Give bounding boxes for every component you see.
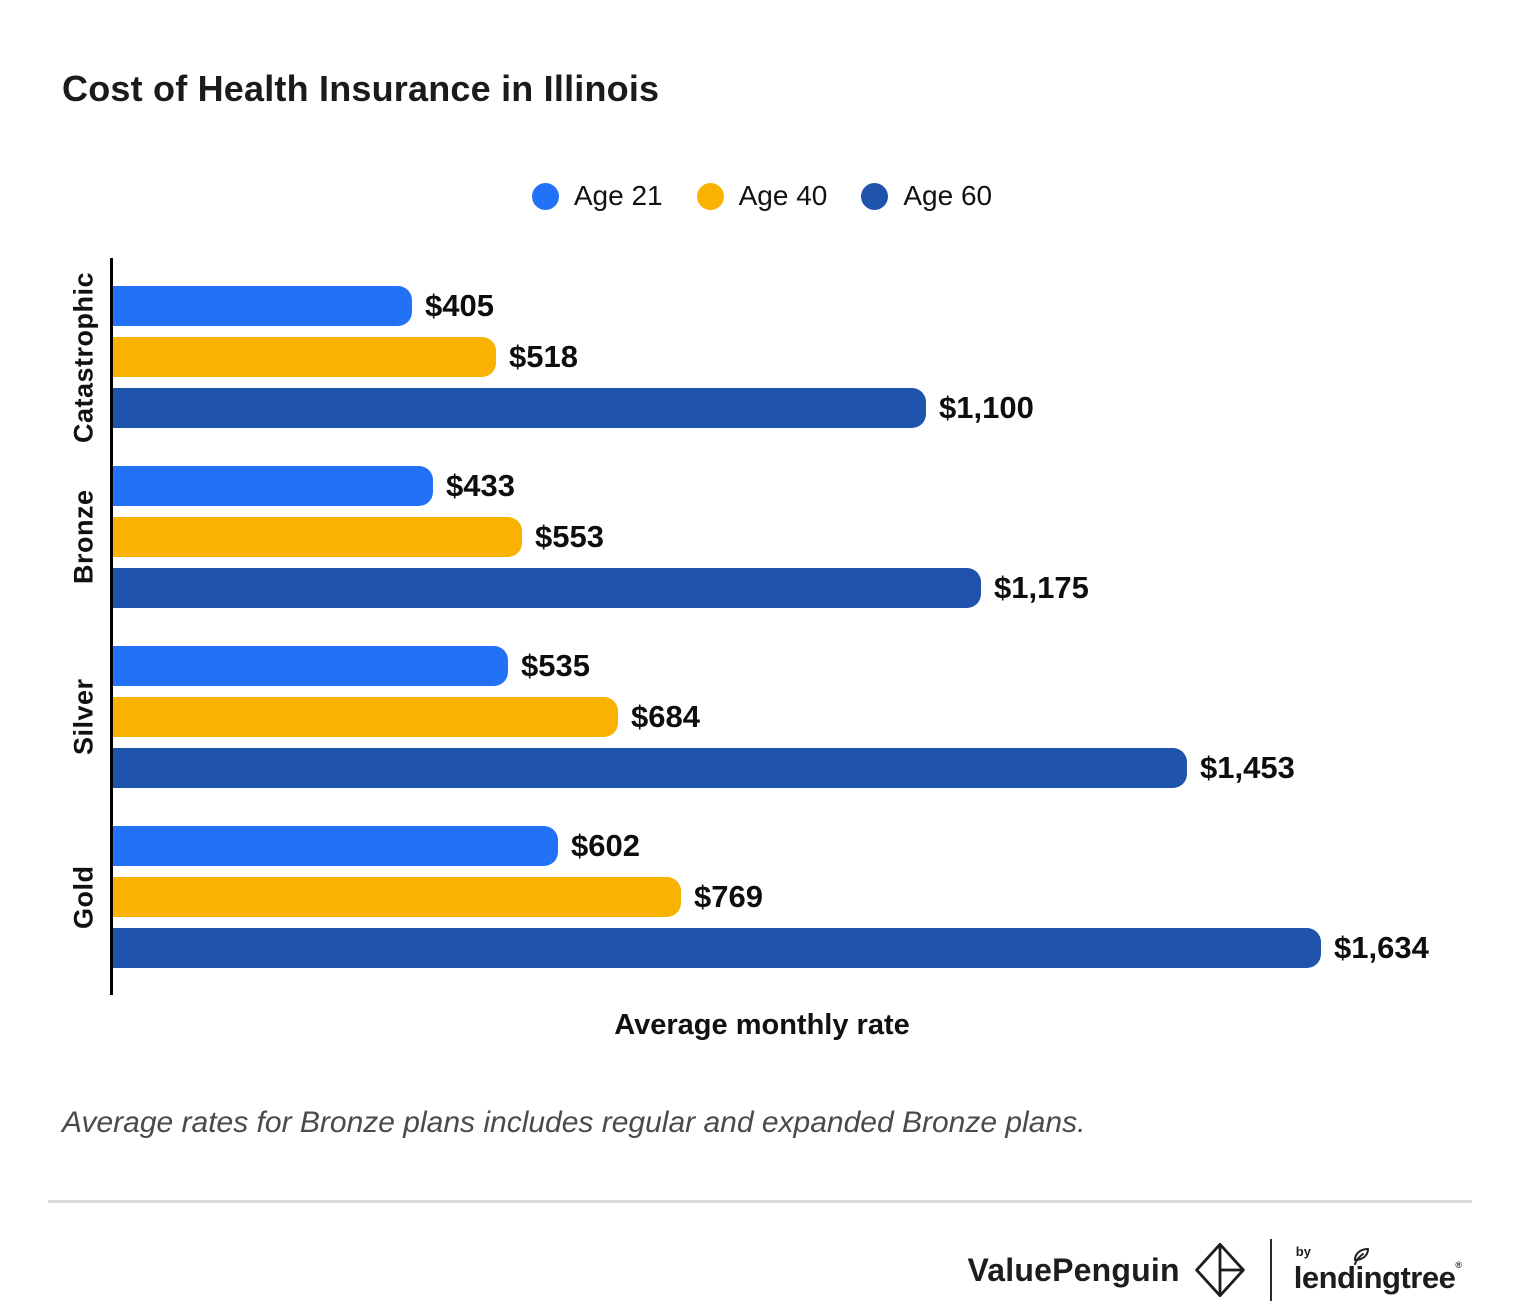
bar-row: $535 xyxy=(113,646,1460,686)
bar-value-label: $553 xyxy=(535,519,604,554)
legend-dot-icon xyxy=(696,182,724,210)
bar-row: $1,634 xyxy=(113,928,1460,968)
divider xyxy=(48,1200,1472,1203)
bar-age-40 xyxy=(113,697,618,737)
valuepenguin-diamond-icon xyxy=(1195,1242,1245,1298)
bar-age-40 xyxy=(113,877,681,917)
legend-dot-icon xyxy=(861,182,889,210)
chart-title: Cost of Health Insurance in Illinois xyxy=(62,68,660,109)
category-label: Gold xyxy=(68,865,99,929)
bar-age-60 xyxy=(113,388,926,428)
category-group-catastrophic: Catastrophic $405 $518 $1,100 xyxy=(69,271,1460,442)
bar-row: $684 xyxy=(113,697,1460,737)
bar-row: $602 xyxy=(113,826,1460,866)
bar-value-label: $1,634 xyxy=(1334,930,1429,965)
category-label: Silver xyxy=(68,678,99,756)
bar-row: $1,453 xyxy=(113,748,1460,788)
legend-label: Age 40 xyxy=(738,180,828,211)
bar-row: $1,175 xyxy=(113,568,1460,608)
bar-age-21 xyxy=(113,286,412,326)
bar-value-label: $433 xyxy=(446,468,515,503)
legend: Age 21 Age 40 Age 60 xyxy=(62,180,1462,212)
valuepenguin-logo-text: ValuePenguin xyxy=(967,1251,1180,1288)
branding-footer: ValuePenguin by lendingtree® xyxy=(62,1239,1462,1301)
bar-value-label: $684 xyxy=(631,699,700,734)
category-label: Catastrophic xyxy=(68,271,99,443)
legend-item: Age 21 xyxy=(531,180,663,212)
footnote: Average rates for Bronze plans includes … xyxy=(62,1106,1086,1139)
bar-chart: Catastrophic $405 $518 $1,100 Bronze $433 $553… xyxy=(62,258,1462,1042)
bar-value-label: $535 xyxy=(521,648,590,683)
lendingtree-by-text: by xyxy=(1295,1244,1311,1259)
category-group-bronze: Bronze $433 $553 $1,175 xyxy=(69,466,1460,608)
bar-age-60 xyxy=(113,568,981,608)
bar-row: $405 xyxy=(113,286,1460,326)
bar-age-21 xyxy=(113,466,433,506)
lendingtree-logo: by lendingtree® xyxy=(1294,1244,1462,1296)
bar-age-60 xyxy=(113,928,1321,968)
bar-value-label: $1,453 xyxy=(1200,750,1295,785)
bar-age-60 xyxy=(113,748,1187,788)
category-group-silver: Silver $535 $684 $1,453 xyxy=(69,646,1460,788)
lendingtree-logo-text: lendingtree xyxy=(1293,1260,1456,1295)
bar-value-label: $518 xyxy=(509,339,578,374)
category-group-gold: Gold $602 $769 $1,634 xyxy=(69,826,1460,968)
legend-dot-icon xyxy=(531,182,559,210)
bar-row: $553 xyxy=(113,517,1460,557)
legend-label: Age 60 xyxy=(903,180,993,211)
registered-mark: ® xyxy=(1455,1260,1462,1270)
bar-row: $1,100 xyxy=(113,388,1460,428)
lendingtree-leaf-icon xyxy=(1353,1248,1369,1265)
bar-row: $518 xyxy=(113,337,1460,377)
bar-age-40 xyxy=(113,517,522,557)
bar-value-label: $1,175 xyxy=(994,570,1089,605)
x-axis-label: Average monthly rate xyxy=(614,1009,910,1041)
legend-item: Age 60 xyxy=(861,180,992,212)
bar-age-21 xyxy=(113,646,508,686)
legend-label: Age 21 xyxy=(573,180,663,211)
bar-age-21 xyxy=(113,826,558,866)
branding-separator xyxy=(1269,1239,1272,1301)
bar-value-label: $405 xyxy=(425,288,494,323)
bar-value-label: $769 xyxy=(694,879,763,914)
bar-row: $769 xyxy=(113,877,1460,917)
bar-age-40 xyxy=(113,337,496,377)
plot-area: Catastrophic $405 $518 $1,100 Bronze $433 $553… xyxy=(69,258,1460,995)
category-label: Bronze xyxy=(68,489,99,585)
bar-value-label: $1,100 xyxy=(939,390,1034,425)
legend-item: Age 40 xyxy=(696,180,828,212)
bar-value-label: $602 xyxy=(571,828,640,863)
bar-row: $433 xyxy=(113,466,1460,506)
